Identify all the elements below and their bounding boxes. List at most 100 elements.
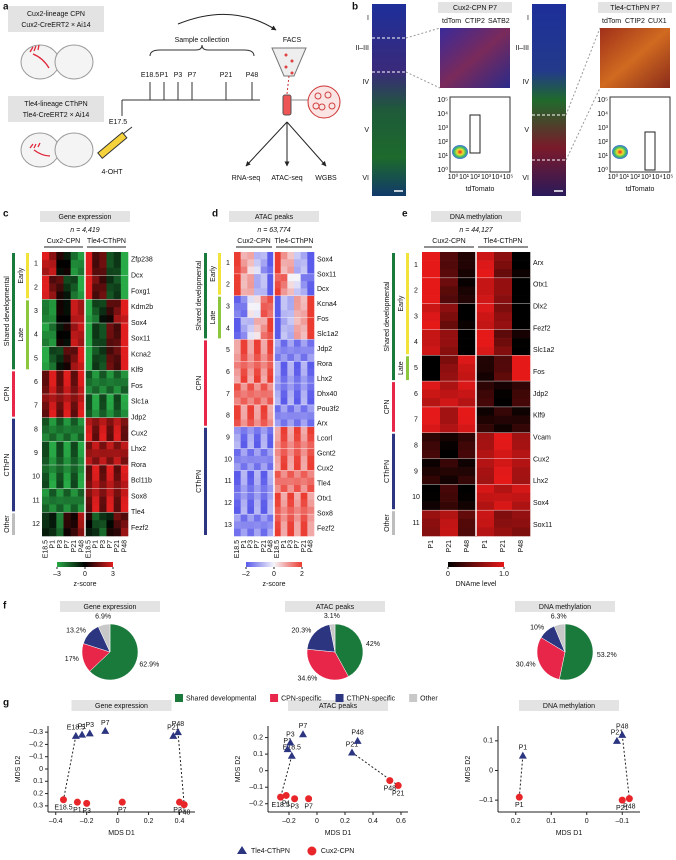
cluster-label: 8 xyxy=(226,413,230,420)
y-tick-label: 0.1 xyxy=(33,778,43,785)
heatmap-cell xyxy=(512,295,531,304)
heatmap-cell xyxy=(49,370,57,379)
heatmap-cell xyxy=(476,381,495,390)
flow-y-tick: 10² xyxy=(598,139,609,146)
flow-x-tick: 10⁴ xyxy=(652,174,663,181)
heatmap-cell xyxy=(307,266,315,275)
heatmap-cell xyxy=(254,310,261,318)
heatmap-cell xyxy=(92,323,100,332)
gene-label: Sox4 xyxy=(533,500,549,507)
cluster-label: 10 xyxy=(224,456,232,463)
heatmap-cell xyxy=(120,267,129,276)
heatmap-cell xyxy=(240,434,248,442)
heatmap-cell xyxy=(70,362,79,371)
heatmap-cell xyxy=(113,378,122,387)
title-box xyxy=(229,211,319,222)
point xyxy=(394,782,402,790)
heatmap-cell xyxy=(300,419,308,428)
y-tick-label: 0 xyxy=(259,767,263,774)
heatmap-cell xyxy=(99,330,107,340)
heatmap-cell xyxy=(300,375,308,384)
gene-label: Klf9 xyxy=(131,367,143,374)
heatmap-cell xyxy=(70,441,79,450)
gene-label: Cux2 xyxy=(131,430,147,437)
heatmap-cell xyxy=(234,419,241,428)
trajectory-link xyxy=(177,732,185,805)
n-label: n = 44,127 xyxy=(459,227,493,234)
heatmap-cell xyxy=(260,252,268,260)
heatmap-cell xyxy=(240,528,248,537)
heatmap-cell xyxy=(274,477,281,486)
heatmap-cell xyxy=(512,527,531,537)
flow-y-tick: 10⁴ xyxy=(437,111,448,118)
heatmap-cell xyxy=(458,449,477,459)
column-label: P1 xyxy=(50,540,57,549)
heatmap-cell xyxy=(99,354,107,363)
heatmap-cell xyxy=(92,425,100,434)
heatmap-cell xyxy=(120,275,129,284)
heatmap-cell xyxy=(77,417,86,426)
heatmap-cell xyxy=(274,463,281,471)
point-label: E18.5 xyxy=(271,802,289,809)
heatmap-cell xyxy=(458,329,477,339)
cluster-label: 3 xyxy=(414,313,418,320)
heatmap-cell xyxy=(77,346,86,355)
column-label: P48 xyxy=(464,540,471,553)
heatmap-cell xyxy=(42,528,50,537)
heatmap-cell xyxy=(512,260,531,270)
heatmap-cell xyxy=(85,425,93,434)
zoom-image xyxy=(600,28,670,88)
heatmap-cell xyxy=(267,397,275,406)
heatmap-cell xyxy=(287,252,295,260)
heatmap-cell xyxy=(307,506,315,515)
heatmap-cell xyxy=(307,383,315,391)
heatmap-cell xyxy=(476,475,495,485)
heatmap-cell xyxy=(512,406,531,416)
heatmap-cell xyxy=(260,470,268,479)
heatmap-cell xyxy=(274,470,281,479)
heatmap-cell xyxy=(234,295,241,304)
heatmap-cell xyxy=(254,383,261,391)
heatmap-cell xyxy=(458,501,477,511)
heatmap-cell xyxy=(287,499,295,508)
heatmap-cell xyxy=(307,397,315,406)
heatmap-cell xyxy=(56,378,64,387)
legend-label: Other xyxy=(420,695,438,702)
heatmap-cell xyxy=(240,455,248,464)
category-bar xyxy=(392,511,395,535)
heatmap-cell xyxy=(113,362,122,371)
heatmap-cell xyxy=(422,449,441,459)
heatmap-cell xyxy=(99,370,107,379)
heatmap-cell xyxy=(85,338,93,347)
heatmap-cell xyxy=(99,441,107,450)
heatmap-cell xyxy=(280,412,288,420)
heatmap-cell xyxy=(267,252,275,260)
heatmap-cell xyxy=(294,266,301,275)
flow-arrow xyxy=(177,13,277,31)
heatmap-cell xyxy=(300,521,308,530)
heatmap-cell xyxy=(120,465,129,474)
y-tick-label: 0 xyxy=(39,766,43,773)
column-label: E18.5 xyxy=(42,540,49,558)
point-label: E18.5 xyxy=(283,745,301,752)
heatmap-cell xyxy=(70,307,79,316)
heatmap-cell xyxy=(240,470,248,479)
heatmap-cell xyxy=(85,362,93,371)
legend-swatch xyxy=(409,694,418,702)
category-label: Early xyxy=(18,267,25,283)
timepoint-label: P3 xyxy=(174,72,183,79)
heatmap-cell xyxy=(422,286,441,296)
column-label: P1 xyxy=(241,540,248,549)
heatmap-cell xyxy=(260,281,268,289)
droplet xyxy=(284,53,288,57)
layer-label: VI xyxy=(362,175,369,182)
heatmap-cell xyxy=(422,372,441,382)
heatmap-cell xyxy=(56,409,64,418)
point xyxy=(282,791,290,799)
heatmap-cell xyxy=(494,389,513,399)
brain xyxy=(20,44,60,80)
heatmap-cell xyxy=(106,480,114,489)
heatmap-cell xyxy=(440,432,459,442)
heatmap-cell xyxy=(307,281,315,289)
heatmap-cell xyxy=(106,370,114,379)
